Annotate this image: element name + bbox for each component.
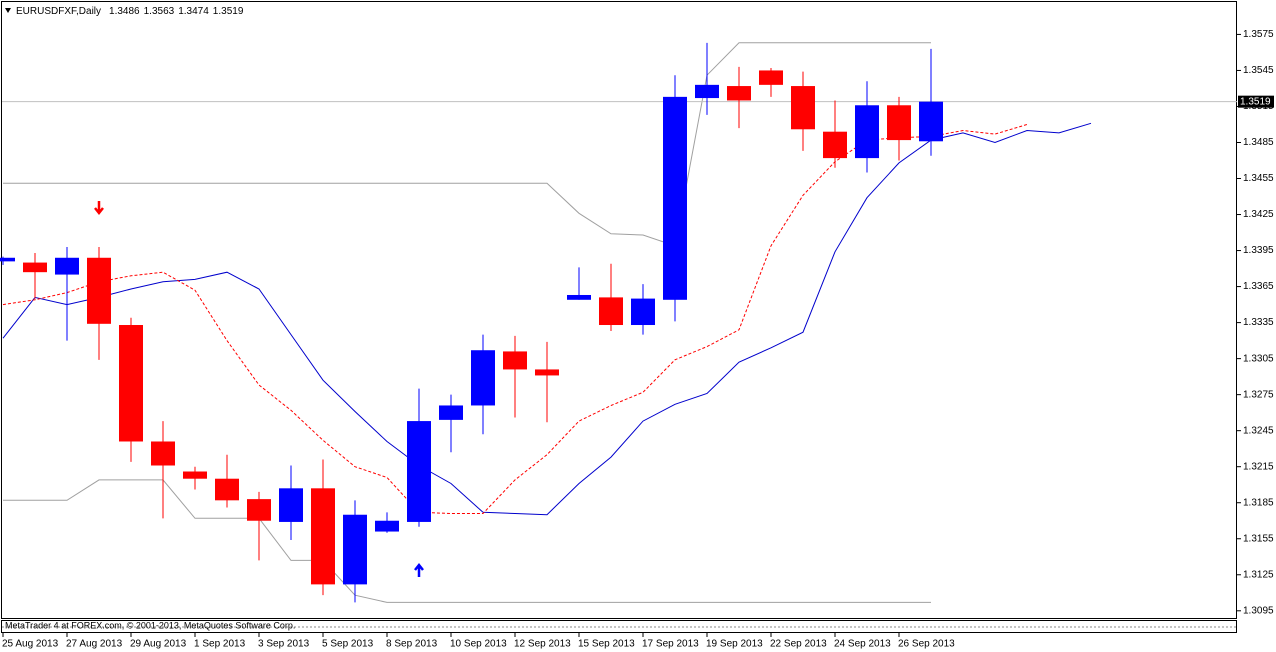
x-tick-label: 5 Sep 2013 <box>322 639 374 650</box>
y-tick-label: 1.3395 <box>1243 245 1274 256</box>
y-tick-label: 1.3335 <box>1243 317 1274 328</box>
candle-body <box>887 105 911 141</box>
candle-body <box>55 257 79 275</box>
footer: MetaTrader 4 at FOREX.com, © 2001-2013, … <box>5 620 295 630</box>
y-tick-label: 1.3215 <box>1243 461 1274 472</box>
x-tick-label: 3 Sep 2013 <box>258 639 310 650</box>
candle-body <box>471 350 495 406</box>
y-tick-label: 1.3485 <box>1243 137 1274 148</box>
candle-body <box>375 520 399 532</box>
candle-body <box>759 70 783 85</box>
indicator-line <box>2 122 1092 516</box>
x-tick-label: 10 Sep 2013 <box>450 639 507 650</box>
x-tick-label: 8 Sep 2013 <box>386 639 438 650</box>
candle-body <box>535 369 559 376</box>
candle-body <box>279 488 303 522</box>
x-tick-label: 17 Sep 2013 <box>642 639 699 650</box>
y-tick-label: 1.3575 <box>1243 29 1274 40</box>
candle-body <box>663 96 687 300</box>
candle-body <box>503 351 527 370</box>
candle-body <box>183 471 207 479</box>
last-price-box <box>1238 95 1274 108</box>
indicator-line <box>3 42 931 247</box>
sub-panel-frame <box>1 620 1237 633</box>
candle-body <box>343 514 367 585</box>
x-tick-label: 27 Aug 2013 <box>66 639 123 650</box>
x-tick-label: 1 Sep 2013 <box>194 639 246 650</box>
y-tick-label: 1.3545 <box>1243 65 1274 76</box>
x-tick-label: 22 Sep 2013 <box>770 639 827 650</box>
candle-body <box>247 499 271 521</box>
last-price-label: 1.3519 <box>1240 96 1271 107</box>
last-high: 1.3563 <box>144 6 175 17</box>
last-low: 1.3474 <box>178 6 209 17</box>
candle-body <box>855 105 879 159</box>
x-tick-label: 12 Sep 2013 <box>514 639 571 650</box>
candle-body <box>0 257 15 262</box>
candle-body <box>727 86 751 101</box>
candle-body <box>439 405 463 420</box>
candle-body <box>407 421 431 522</box>
y-tick-label: 1.3245 <box>1243 425 1274 436</box>
candle-body <box>791 86 815 130</box>
candle-body <box>151 441 175 466</box>
x-tick-label: 15 Sep 2013 <box>578 639 635 650</box>
y-tick-label: 1.3185 <box>1243 497 1274 508</box>
last-open: 1.3486 <box>109 6 140 17</box>
x-tick-label: 24 Sep 2013 <box>834 639 891 650</box>
candle-body <box>695 84 719 99</box>
y-tick-label: 1.3305 <box>1243 353 1274 364</box>
candle-body <box>87 257 111 324</box>
y-tick-label: 1.3125 <box>1243 569 1274 580</box>
candle-body <box>919 101 943 142</box>
candle-body <box>599 297 623 326</box>
candle-body <box>311 488 335 585</box>
chart-header: EURUSDFXF,Daily 1.3486 1.3563 1.3474 1.3519 <box>16 6 244 17</box>
candle-body <box>119 325 143 442</box>
y-tick-label: 1.3425 <box>1243 209 1274 220</box>
indicator-line <box>3 479 931 603</box>
x-tick-label: 26 Sep 2013 <box>898 639 955 650</box>
y-tick-label: 1.3365 <box>1243 281 1274 292</box>
y-tick-label: 1.3095 <box>1243 605 1274 616</box>
x-tick-label: 29 Aug 2013 <box>130 639 187 650</box>
header-icon <box>5 8 11 13</box>
candle-body <box>215 478 239 501</box>
x-tick-label: 25 Aug 2013 <box>2 639 59 650</box>
y-tick-label: 1.3155 <box>1243 533 1274 544</box>
x-tick-label: 19 Sep 2013 <box>706 639 763 650</box>
y-tick-label: 1.3275 <box>1243 389 1274 400</box>
candle-body <box>567 294 591 300</box>
y-tick-label: 1.3455 <box>1243 173 1274 184</box>
sell-arrow <box>94 201 104 216</box>
candle-body <box>23 262 47 273</box>
chart-title: EURUSDFXF,Daily <box>16 6 101 17</box>
candle-body <box>823 131 847 159</box>
plot-frame <box>1 1 1237 619</box>
last-close: 1.3519 <box>213 6 244 17</box>
candle-body <box>631 298 655 326</box>
buy-arrow <box>414 562 424 577</box>
